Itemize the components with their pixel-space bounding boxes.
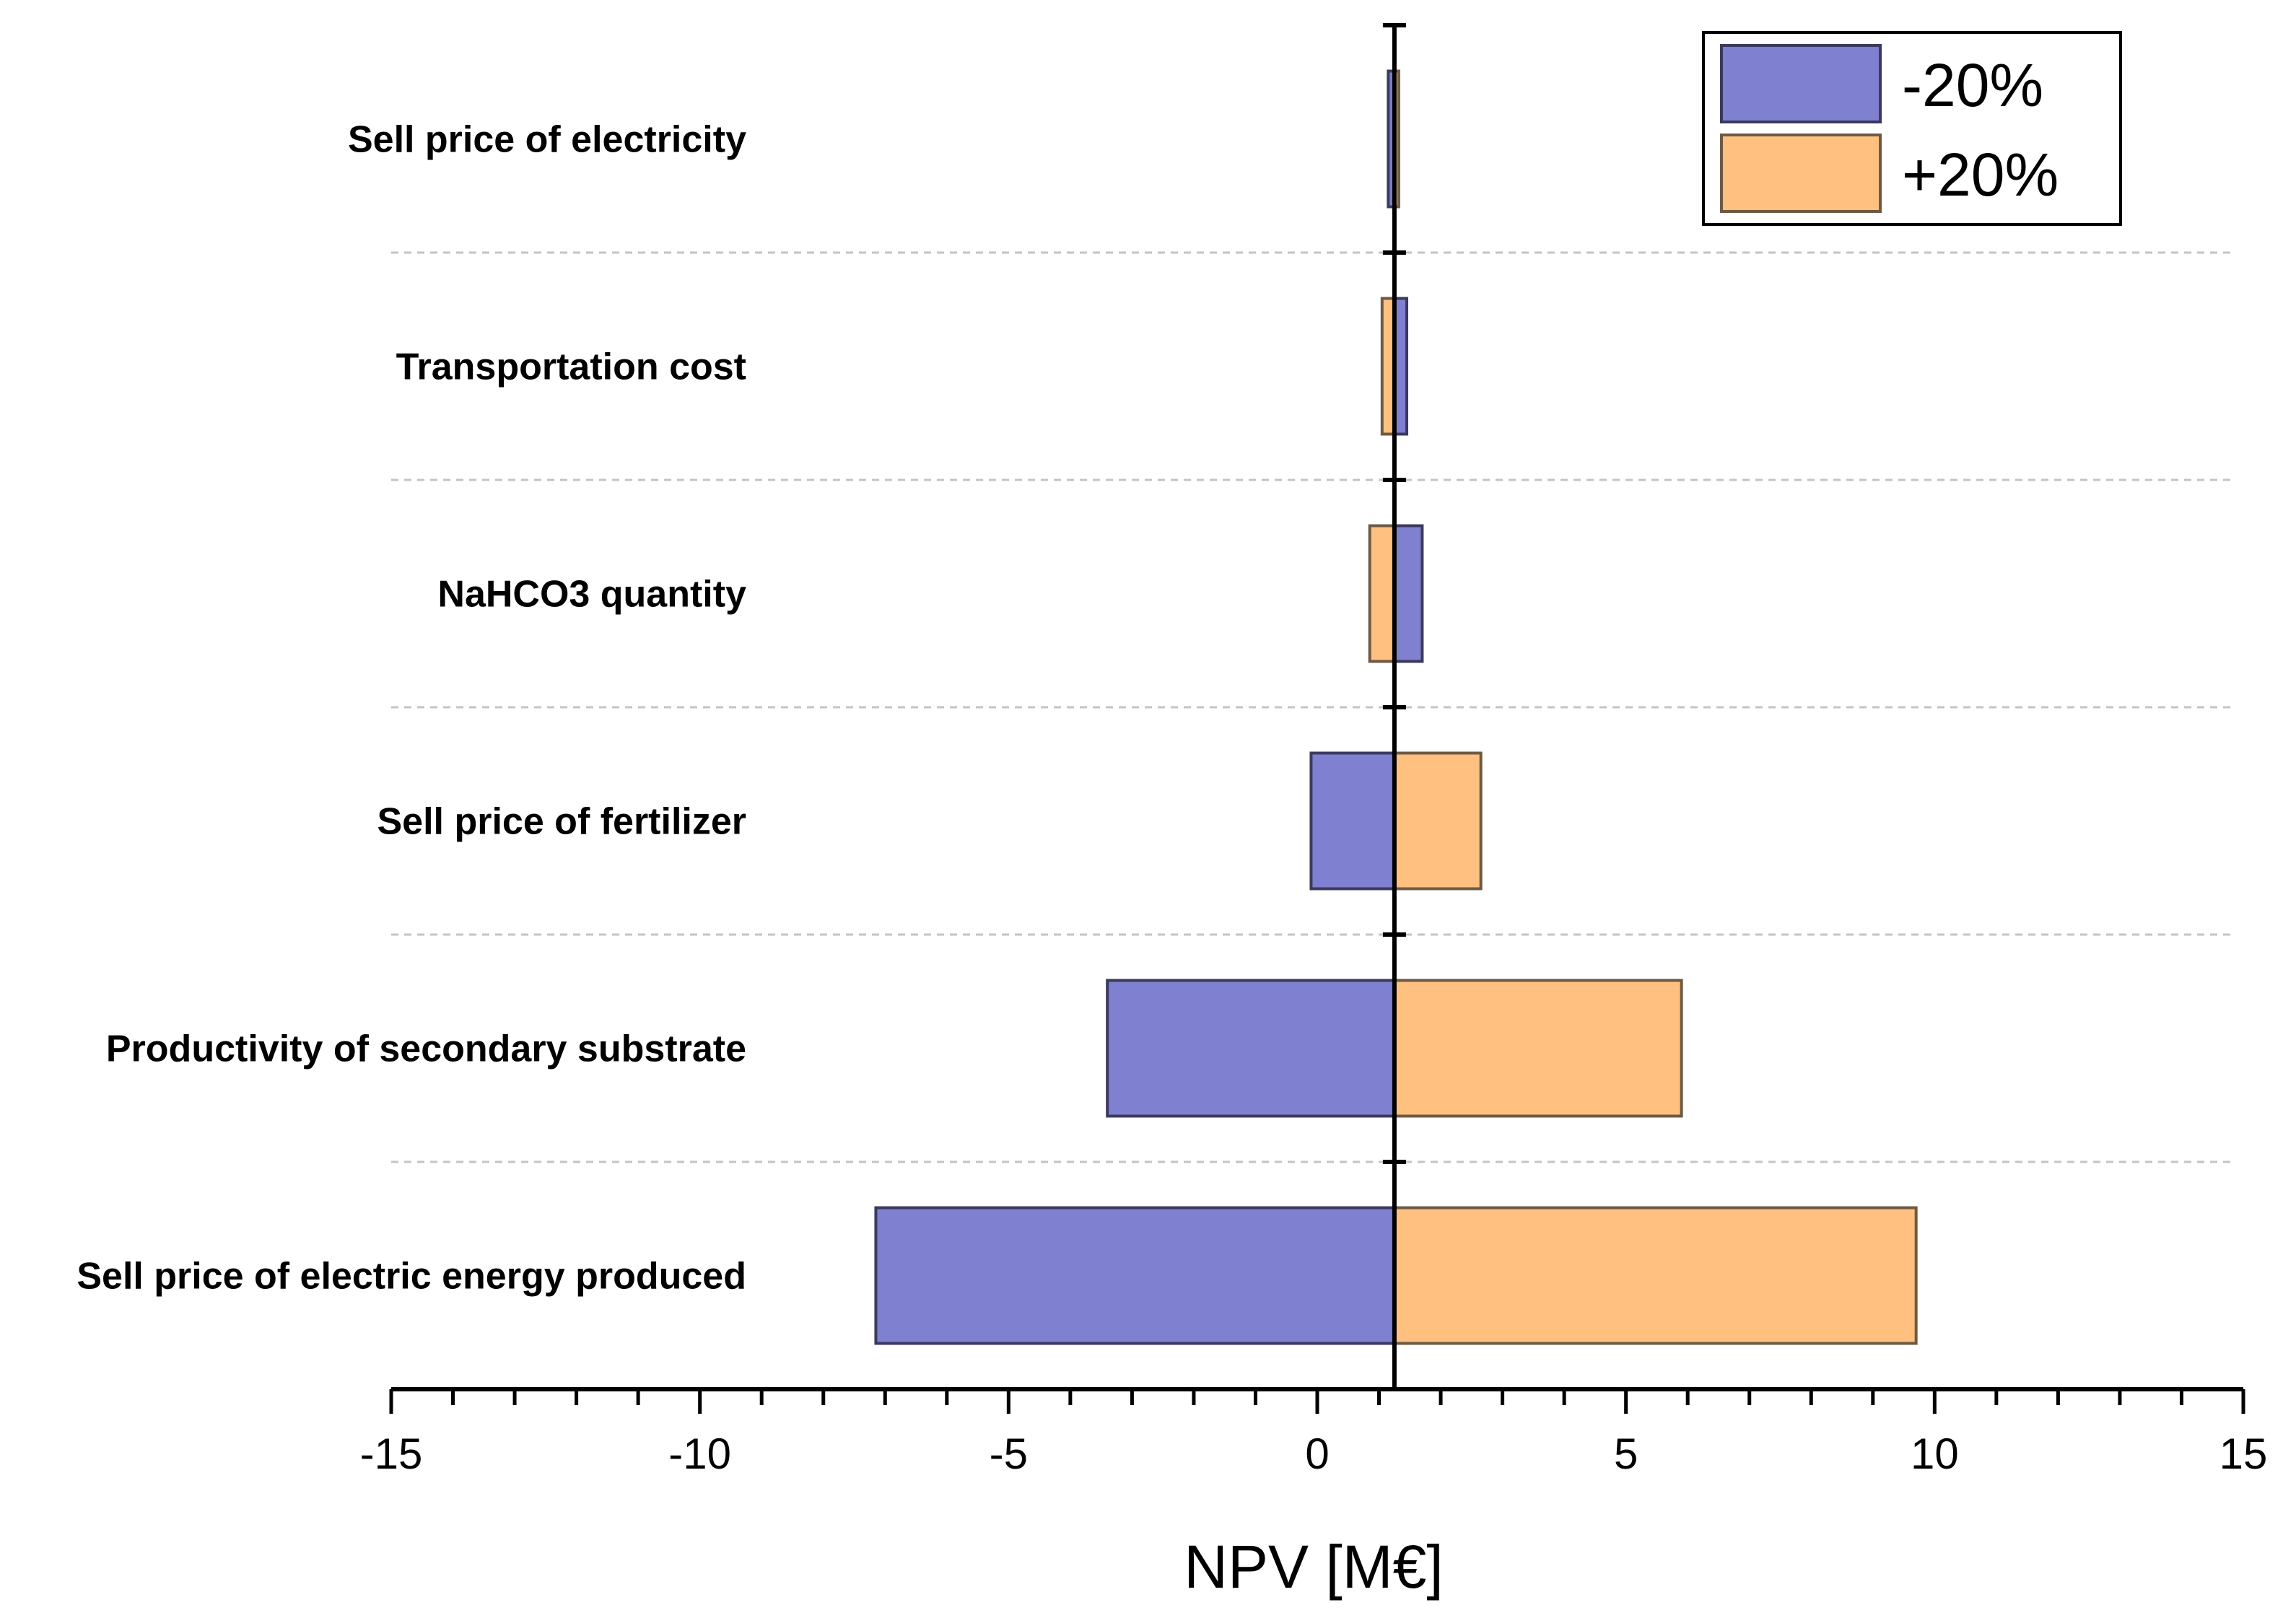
bar-minus20-3 <box>1309 751 1396 891</box>
legend-label-plus20: +20% <box>1902 141 2059 209</box>
x-axis: -15 -10 -5 0 5 10 15 <box>360 1387 2268 1478</box>
x-tick-label: -10 <box>668 1430 731 1478</box>
x-tick-label: -5 <box>990 1430 1028 1478</box>
x-axis-title: NPV [M€] <box>1184 1533 1443 1601</box>
category-label: Transportation cost <box>396 346 746 388</box>
bar-minus20-4 <box>1106 979 1396 1118</box>
x-tick-label: -15 <box>360 1430 423 1478</box>
x-tick-label: 10 <box>1911 1430 1959 1478</box>
bar-minus20-2 <box>1392 524 1424 663</box>
bar-plus20-2 <box>1368 524 1396 663</box>
bar-minus20-5 <box>874 1206 1396 1345</box>
category-labels: Sell price of electricity Transportation … <box>77 119 746 1298</box>
legend: -20% +20% <box>1702 31 2122 226</box>
bar-plus20-3 <box>1392 751 1483 891</box>
category-label: NaHCO3 quantity <box>437 574 746 616</box>
bar-plus20-4 <box>1392 979 1683 1118</box>
legend-swatch-minus20 <box>1720 44 1882 123</box>
category-label: Sell price of electric energy produced <box>77 1256 746 1298</box>
category-label: Productivity of secondary substrate <box>106 1028 746 1070</box>
x-tick-label: 0 <box>1305 1430 1329 1478</box>
x-tick-label: 15 <box>2219 1430 2268 1478</box>
row-separators <box>391 251 2236 1163</box>
baseline-axis <box>1382 23 1406 1391</box>
legend-label-minus20: -20% <box>1902 51 2043 119</box>
legend-swatch-plus20 <box>1720 134 1882 213</box>
bar-plus20-5 <box>1392 1206 1918 1345</box>
category-label: Sell price of electricity <box>348 119 746 161</box>
x-tick-label: 5 <box>1614 1430 1638 1478</box>
category-label: Sell price of fertilizer <box>377 801 747 843</box>
